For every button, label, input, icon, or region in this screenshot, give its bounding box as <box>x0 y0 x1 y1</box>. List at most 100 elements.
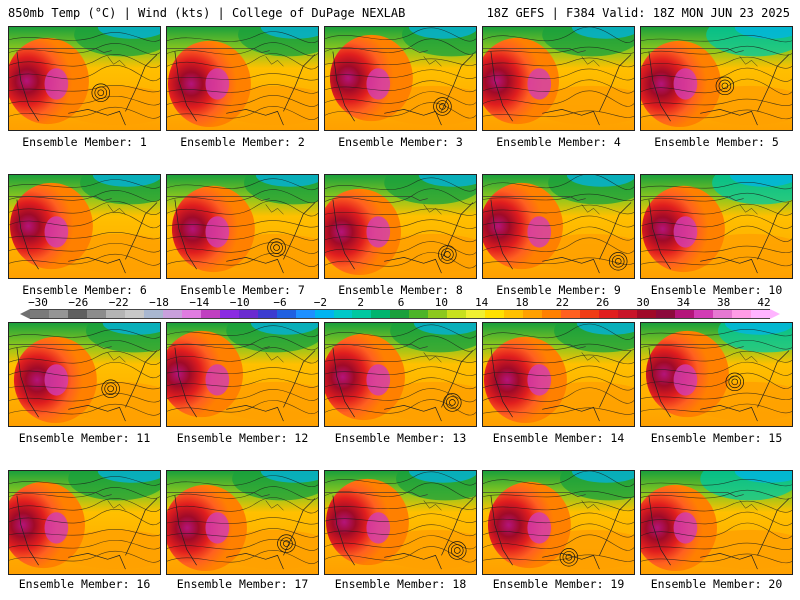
colorbar-segment <box>655 310 675 318</box>
colorbar-segment <box>143 310 163 318</box>
colorbar-segment <box>371 310 391 318</box>
colorbar-segment <box>428 310 448 318</box>
colorbar-segment <box>599 310 619 318</box>
ensemble-map-panel <box>640 322 793 427</box>
ensemble-map-panel <box>324 470 477 575</box>
ensemble-member-label: Ensemble Member: 14 <box>492 431 625 445</box>
colorbar-tick-label: 14 <box>475 296 489 309</box>
colorbar-tick-label: 26 <box>596 296 610 309</box>
run-valid-time: 18Z GEFS | F384 Valid: 18Z MON JUN 23 20… <box>486 6 790 20</box>
colorbar-segment <box>523 310 543 318</box>
colorbar-segment <box>542 310 562 318</box>
ensemble-member-label: Ensemble Member: 8 <box>338 283 463 297</box>
colorbar-tick-labels: −30 −26 −22 −18 −14 −10 −6 −2 2 6 10 14 18 22 26 30 34 38… <box>0 296 800 310</box>
ensemble-member-label: Ensemble Member: 2 <box>180 135 305 149</box>
colorbar-tick-label: 34 <box>676 296 690 309</box>
colorbar-segment <box>181 310 201 318</box>
colorbar-segment <box>561 310 581 318</box>
ensemble-member-label: Ensemble Member: 7 <box>180 283 305 297</box>
colorbar-segment <box>30 310 49 318</box>
ensemble-map-panel <box>166 322 319 427</box>
ensemble-map-panel <box>482 322 635 427</box>
colorbar-low-arrow <box>20 309 30 319</box>
colorbar-segment <box>504 310 524 318</box>
colorbar-tick-label: −14 <box>189 296 210 309</box>
ensemble-map-panel <box>482 470 635 575</box>
ensemble-member-label: Ensemble Member: 11 <box>18 431 151 445</box>
colorbar-tick-label: −30 <box>28 296 48 309</box>
colorbar-tick-label: 42 <box>757 296 771 309</box>
ensemble-map-panel <box>640 26 793 131</box>
ensemble-member-label: Ensemble Member: 19 <box>492 577 625 591</box>
colorbar-segment <box>352 310 372 318</box>
colorbar-tick-label: 38 <box>717 296 731 309</box>
colorbar-tick-label: −2 <box>313 296 327 309</box>
colorbar-tick-label: 30 <box>636 296 650 309</box>
ensemble-map-panel <box>482 26 635 131</box>
colorbar-segment <box>693 310 713 318</box>
colorbar-segment <box>637 310 656 318</box>
ensemble-map-panel <box>324 26 477 131</box>
colorbar-high-arrow <box>770 309 780 319</box>
ensemble-member-label: Ensemble Member: 13 <box>334 431 467 445</box>
ensemble-map-panel <box>324 174 477 279</box>
ensemble-map-panel <box>166 470 319 575</box>
colorbar-segment <box>238 310 258 318</box>
colorbar-segment <box>485 310 505 318</box>
ensemble-map-panel <box>8 174 161 279</box>
ensemble-map-panel <box>166 174 319 279</box>
ensemble-member-label: Ensemble Member: 5 <box>654 135 779 149</box>
colorbar-segment <box>295 310 315 318</box>
colorbar-tick-label: −10 <box>229 296 250 309</box>
ensemble-map-panel <box>8 26 161 131</box>
ensemble-map-panel <box>482 174 635 279</box>
colorbar-tick-label: 18 <box>515 296 529 309</box>
colorbar-tick-label: −18 <box>149 296 169 309</box>
colorbar-segment <box>618 310 637 318</box>
ensemble-member-label: Ensemble Member: 18 <box>334 577 467 591</box>
colorbar-segment <box>67 310 87 318</box>
colorbar-segment <box>219 310 239 318</box>
ensemble-member-label: Ensemble Member: 6 <box>22 283 147 297</box>
ensemble-member-label: Ensemble Member: 12 <box>176 431 309 445</box>
ensemble-member-label: Ensemble Member: 1 <box>22 135 147 149</box>
colorbar-segment <box>333 310 353 318</box>
colorbar-segment <box>86 310 106 318</box>
colorbar-tick-label: 6 <box>397 296 405 309</box>
colorbar-segment <box>48 310 68 318</box>
colorbar-tick-label: −6 <box>273 296 287 309</box>
ensemble-map-panel <box>166 26 319 131</box>
colorbar-segment <box>447 310 467 318</box>
ensemble-map-panel <box>8 322 161 427</box>
colorbar-segment <box>580 310 600 318</box>
colorbar-segment <box>731 310 751 318</box>
colorbar-segment <box>200 310 220 318</box>
ensemble-member-label: Ensemble Member: 4 <box>496 135 621 149</box>
colorbar-tick-label: 10 <box>434 296 448 309</box>
ensemble-map-panel <box>8 470 161 575</box>
colorbar-tick-label: 2 <box>357 296 364 309</box>
colorbar-segment <box>124 310 144 318</box>
ensemble-member-label: Ensemble Member: 9 <box>496 283 621 297</box>
colorbar-segment <box>466 310 486 318</box>
ensemble-map-panel <box>640 174 793 279</box>
ensemble-member-label: Ensemble Member: 10 <box>650 283 783 297</box>
ensemble-member-label: Ensemble Member: 17 <box>176 577 309 591</box>
colorbar-segment <box>390 310 410 318</box>
colorbar-segment <box>409 310 429 318</box>
ensemble-member-label: Ensemble Member: 15 <box>650 431 783 445</box>
colorbar-segment <box>712 310 732 318</box>
colorbar-segment <box>750 310 770 318</box>
colorbar-tick-label: −26 <box>68 296 89 309</box>
colorbar-segment <box>674 310 694 318</box>
ensemble-member-label: Ensemble Member: 20 <box>650 577 783 591</box>
ensemble-map-panel <box>324 322 477 427</box>
colorbar-tick-label: 22 <box>555 296 569 309</box>
map-title: 850mb Temp (°C) | Wind (kts) | College o… <box>8 6 406 20</box>
colorbar-segment <box>257 310 277 318</box>
temperature-colorbar <box>30 309 770 319</box>
colorbar-tick-label: −22 <box>108 296 129 309</box>
colorbar-segment <box>105 310 125 318</box>
colorbar-segment <box>276 310 296 318</box>
ensemble-member-label: Ensemble Member: 16 <box>18 577 151 591</box>
